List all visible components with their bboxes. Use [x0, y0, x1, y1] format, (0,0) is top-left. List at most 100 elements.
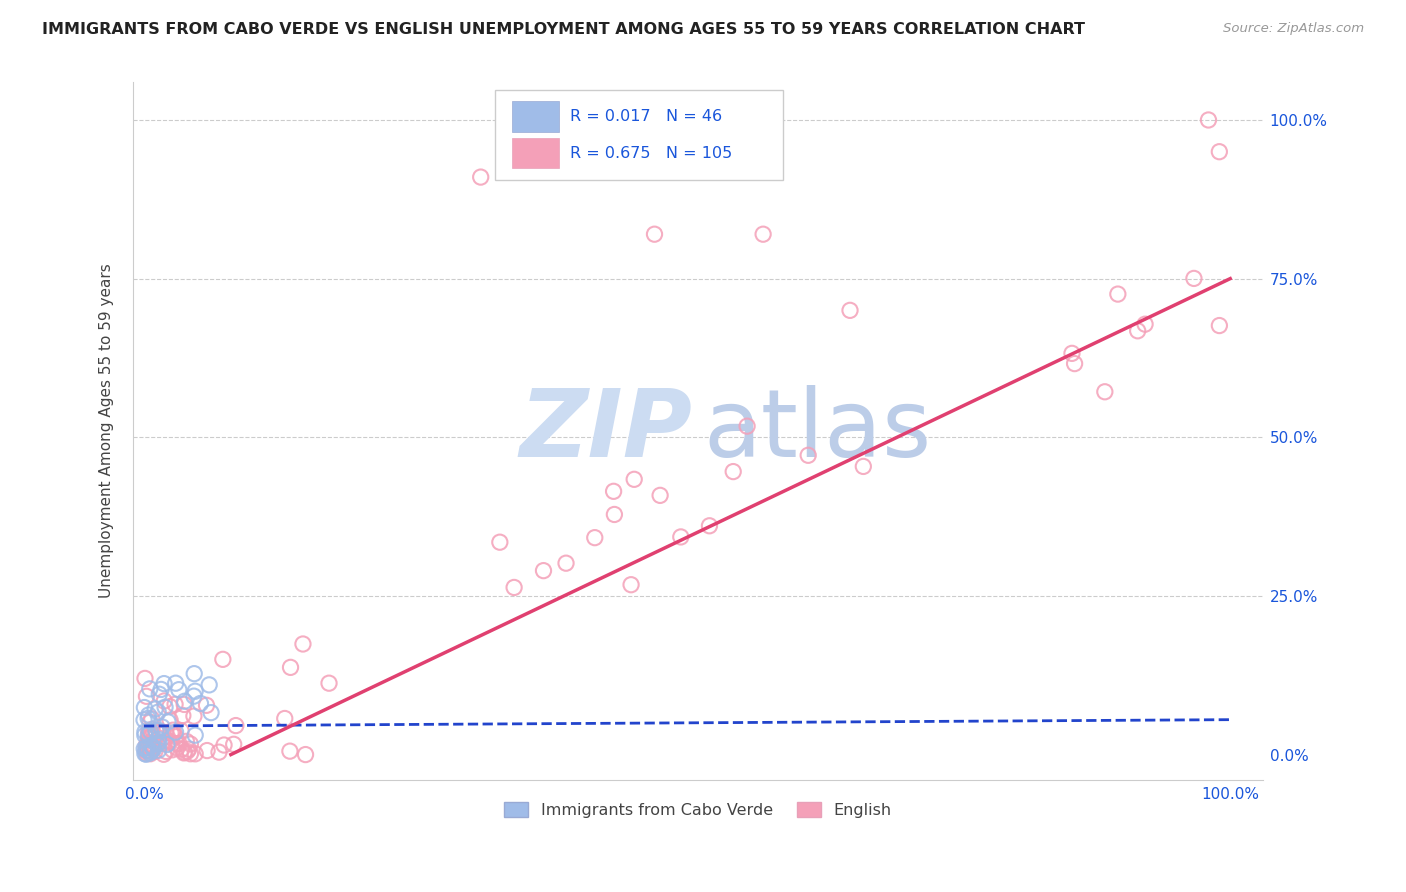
Point — [153, 694, 176, 708]
Point — [280, 660, 302, 674]
Text: ZIP: ZIP — [519, 385, 692, 477]
Point — [184, 684, 207, 698]
Point — [136, 743, 159, 757]
Point — [134, 728, 156, 742]
Point — [132, 713, 155, 727]
Point — [173, 746, 195, 760]
Point — [145, 723, 167, 738]
Point — [294, 747, 316, 762]
Point — [225, 718, 247, 732]
Point — [1126, 324, 1149, 338]
Point — [555, 556, 578, 570]
Point — [1133, 317, 1156, 331]
Point — [135, 744, 157, 758]
Point — [136, 738, 159, 752]
Point — [278, 744, 301, 758]
Point — [143, 744, 166, 758]
Point — [173, 745, 195, 759]
Point — [208, 745, 231, 759]
Point — [173, 694, 195, 708]
Point — [141, 723, 163, 737]
Y-axis label: Unemployment Among Ages 55 to 59 years: Unemployment Among Ages 55 to 59 years — [100, 263, 114, 599]
Point — [165, 730, 187, 744]
FancyBboxPatch shape — [512, 102, 560, 132]
Text: Source: ZipAtlas.com: Source: ZipAtlas.com — [1223, 22, 1364, 36]
Point — [134, 672, 156, 686]
Point — [135, 747, 157, 762]
Point — [721, 465, 744, 479]
Text: R = 0.675   N = 105: R = 0.675 N = 105 — [571, 145, 733, 161]
Point — [470, 170, 492, 185]
Point — [1198, 113, 1220, 128]
Point — [1063, 357, 1085, 371]
Point — [170, 723, 193, 738]
Point — [136, 738, 159, 752]
Point — [150, 736, 173, 750]
Point — [148, 687, 170, 701]
Point — [503, 581, 526, 595]
Legend: Immigrants from Cabo Verde, English: Immigrants from Cabo Verde, English — [498, 796, 898, 824]
Point — [533, 564, 555, 578]
Point — [142, 740, 165, 755]
Point — [222, 737, 245, 751]
Point — [135, 741, 157, 756]
Point — [198, 678, 221, 692]
Point — [141, 712, 163, 726]
Point — [166, 737, 188, 751]
Point — [136, 746, 159, 760]
Point — [153, 676, 176, 690]
Point — [136, 711, 159, 725]
Point — [148, 724, 170, 739]
Point — [150, 682, 173, 697]
Point — [165, 698, 187, 712]
Point — [136, 740, 159, 755]
Point — [852, 459, 875, 474]
Point — [735, 419, 758, 434]
Point — [176, 734, 198, 748]
Point — [177, 742, 200, 756]
Point — [138, 724, 160, 739]
Point — [156, 738, 179, 752]
Text: IMMIGRANTS FROM CABO VERDE VS ENGLISH UNEMPLOYMENT AMONG AGES 55 TO 59 YEARS COR: IMMIGRANTS FROM CABO VERDE VS ENGLISH UN… — [42, 22, 1085, 37]
Point — [583, 531, 606, 545]
FancyBboxPatch shape — [512, 137, 560, 169]
Point — [195, 698, 218, 713]
Point — [176, 744, 198, 758]
Point — [1060, 346, 1083, 360]
Point — [156, 714, 179, 729]
Point — [139, 731, 162, 745]
Point — [1208, 145, 1230, 159]
Point — [172, 708, 194, 723]
Point — [148, 743, 170, 757]
Point — [173, 698, 195, 712]
Point — [797, 448, 820, 462]
Point — [167, 737, 190, 751]
Point — [211, 652, 233, 666]
Point — [212, 738, 235, 752]
Point — [139, 744, 162, 758]
Point — [839, 303, 862, 318]
Point — [602, 484, 624, 499]
Point — [135, 739, 157, 753]
Point — [648, 488, 671, 502]
Point — [145, 737, 167, 751]
Point — [184, 728, 207, 742]
Point — [620, 578, 643, 592]
Point — [489, 535, 512, 549]
Point — [159, 713, 181, 727]
Point — [152, 726, 174, 740]
Point — [183, 666, 205, 681]
Point — [139, 681, 162, 696]
Point — [146, 736, 169, 750]
Point — [148, 723, 170, 738]
Point — [183, 709, 205, 723]
Point — [138, 736, 160, 750]
Point — [148, 736, 170, 750]
Point — [152, 747, 174, 762]
Point — [752, 227, 775, 242]
Point — [623, 472, 645, 486]
Point — [139, 739, 162, 754]
Point — [143, 702, 166, 716]
Point — [157, 734, 180, 748]
Point — [139, 724, 162, 739]
